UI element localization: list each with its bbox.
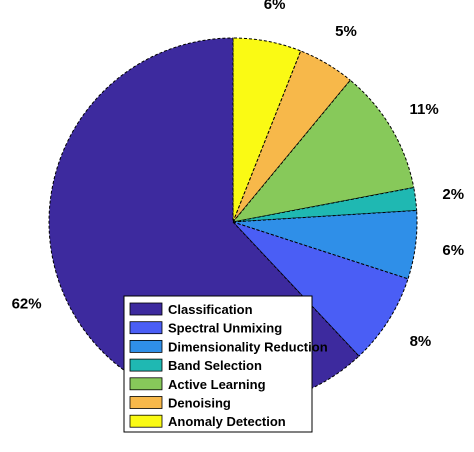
legend-label-classification: Classification [168, 302, 253, 317]
legend: Classification Spectral Unmixing Dimension… [123, 295, 328, 433]
percent-label-classification: 62% [12, 296, 42, 313]
legend-label-active-learning: Active Learning [168, 377, 266, 392]
legend-label-band-selection: Band Selection [168, 358, 262, 373]
percent-label-denoising: 5% [335, 23, 357, 40]
percent-label-anomaly-detection: 6% [264, 0, 286, 13]
legend-swatch-spectral-unmixing [129, 321, 163, 335]
pie-slice-active-learning [231, 79, 415, 223]
pie-slice-denoising [232, 50, 351, 223]
legend-swatch-band-selection [129, 358, 163, 372]
percent-label-spectral-unmixing: 8% [410, 333, 432, 350]
pie-slice-dimensionality-reduction [232, 209, 418, 280]
legend-label-spectral-unmixing: Spectral Unmixing [168, 321, 282, 336]
pie-slice-band-selection [232, 186, 418, 223]
legend-swatch-classification [129, 302, 163, 316]
legend-label-anomaly-detection: Anomaly Detection [168, 414, 286, 429]
percent-label-dimensionality-reduction: 6% [442, 242, 464, 259]
percent-label-band-selection: 2% [442, 186, 464, 203]
legend-swatch-denoising [129, 396, 163, 409]
legend-label-dimensionality-reduction: Dimensionality Reduction [168, 339, 328, 354]
legend-swatch-anomaly-detection [129, 414, 163, 428]
pie-slice-spectral-unmixing [232, 221, 409, 357]
legend-swatch-dimensionality-reduction [129, 339, 163, 353]
legend-label-denoising: Denoising [168, 396, 231, 411]
percent-labels: 6% 5% 11% 2% 6% 8% 62% [12, 0, 465, 350]
legend-swatch-active-learning [129, 377, 163, 391]
percent-label-active-learning: 11% [409, 101, 438, 118]
pie-slice-anomaly-detection [232, 37, 302, 223]
